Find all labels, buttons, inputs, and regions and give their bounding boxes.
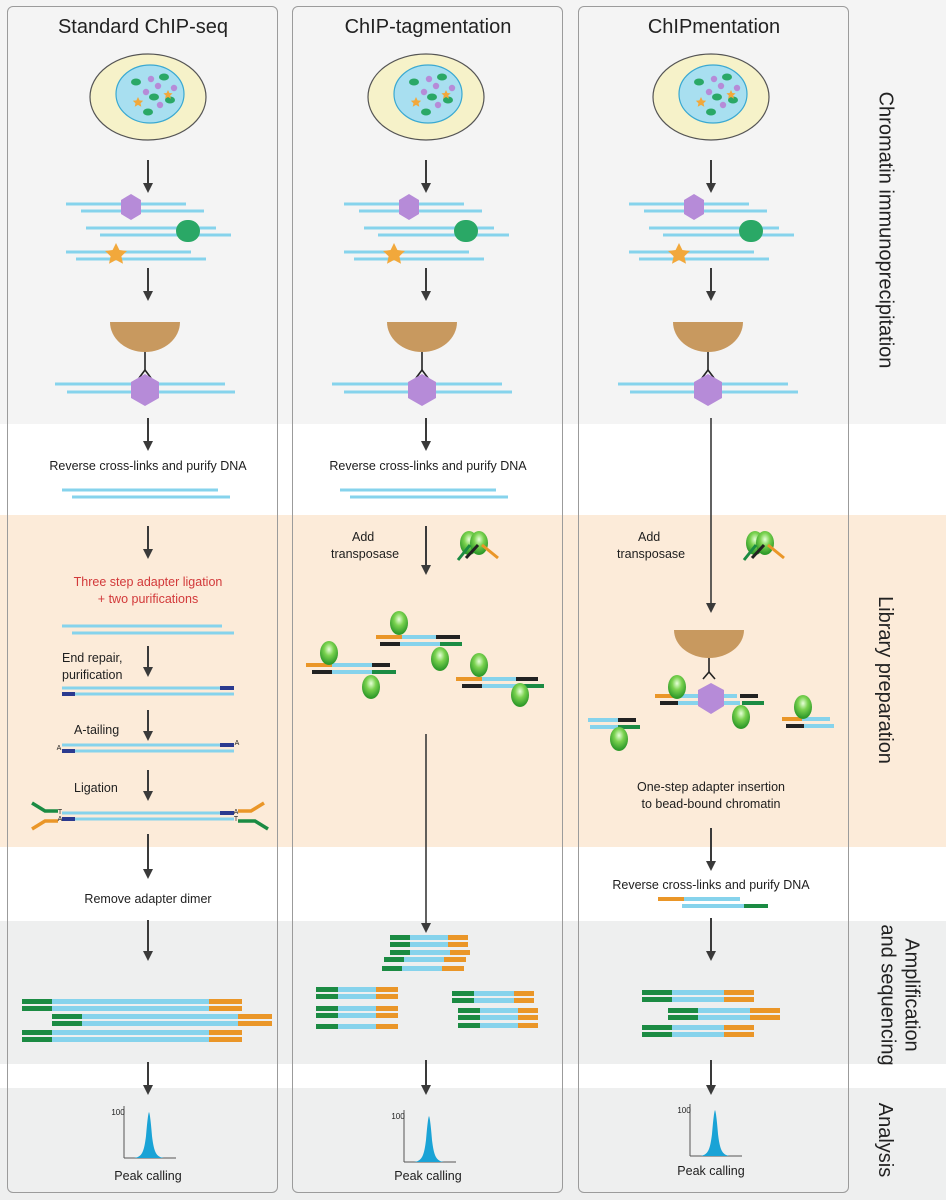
col1-ligation: Ligation bbox=[74, 781, 118, 795]
col1-base-A-right: A bbox=[234, 740, 240, 747]
col3-peak-calling: Peak calling bbox=[677, 1164, 745, 1178]
col2-peak-axis: 100 bbox=[391, 1112, 405, 1121]
col3-peak-axis: 100 bbox=[677, 1106, 691, 1115]
col1-three-step-line1: Three step adapter ligation bbox=[73, 575, 223, 589]
col2-reverse-crosslinks: Reverse cross-links and purify DNA bbox=[329, 459, 527, 473]
col1-base-T-right: T bbox=[233, 816, 239, 823]
col2-add-line1: Add bbox=[352, 530, 375, 544]
col3-add-line1: Add bbox=[638, 530, 661, 544]
panel-standard-chipseq bbox=[7, 6, 278, 1193]
col1-base-A-lig-right: A bbox=[233, 809, 239, 816]
col1-base-A-left: A bbox=[56, 745, 62, 752]
title-chipmentation: ChIPmentation bbox=[647, 16, 781, 38]
col2-add-line2: transposase bbox=[331, 547, 400, 561]
col1-end-repair-line1: End repair, bbox=[62, 651, 123, 665]
panel-chipmentation bbox=[578, 6, 849, 1193]
title-chip-tagmentation: ChIP-tagmentation bbox=[344, 16, 512, 38]
title-standard-chipseq: Standard ChIP-seq bbox=[57, 16, 229, 38]
col1-remove-dimer: Remove adapter dimer bbox=[84, 892, 212, 906]
col1-base-A-lig-left: A bbox=[57, 816, 63, 823]
col1-a-tailing: A-tailing bbox=[74, 723, 120, 737]
col3-add-line2: transposase bbox=[617, 547, 686, 561]
band-analysis bbox=[0, 1088, 946, 1200]
col1-base-T-left: T bbox=[57, 809, 63, 816]
col3-one-step-line2: to bead-bound chromatin bbox=[641, 797, 781, 811]
col1-end-repair-line2: purification bbox=[62, 668, 123, 682]
col2-peak-calling: Peak calling bbox=[394, 1169, 462, 1183]
col1-reverse-crosslinks: Reverse cross-links and purify DNA bbox=[49, 459, 247, 473]
col1-peak-axis: 100 bbox=[111, 1108, 125, 1117]
col3-one-step-line1: One-step adapter insertion bbox=[636, 780, 785, 794]
col3-reverse-crosslinks: Reverse cross-links and purify DNA bbox=[612, 878, 810, 892]
col1-three-step-line2: + two purifications bbox=[97, 592, 199, 606]
col1-peak-calling: Peak calling bbox=[114, 1169, 182, 1183]
panel-chip-tagmentation bbox=[292, 6, 563, 1193]
